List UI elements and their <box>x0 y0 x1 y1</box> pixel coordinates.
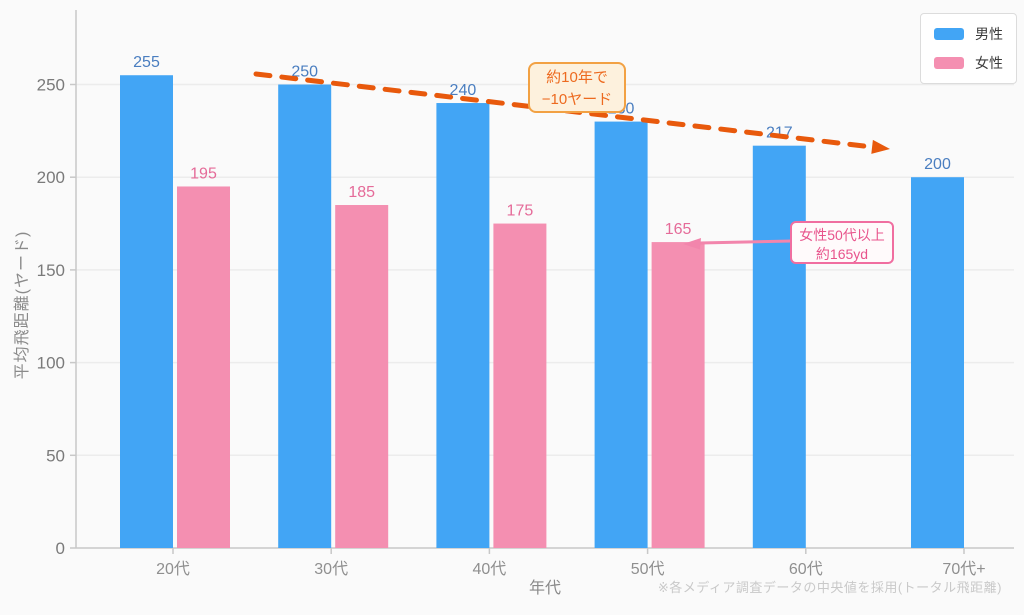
source-note: ※各メディア調査データの中央値を採用(トータル飛距離) <box>657 580 1002 595</box>
legend-item-male: 男性 <box>934 24 1003 44</box>
bar-男性-70代+ <box>911 177 964 548</box>
y-tick-label: 0 <box>56 539 65 558</box>
x-axis-title: 年代 <box>528 580 561 597</box>
female-note-line2: 約165yd <box>815 245 869 262</box>
x-tick-label: 30代 <box>314 560 348 578</box>
bar-女性-50代 <box>651 242 705 548</box>
note-arrowhead-icon <box>683 238 701 250</box>
bar-value-label-女性-40代: 175 <box>507 203 534 220</box>
bar-男性-30代 <box>278 84 332 548</box>
bar-value-label-女性-20代: 195 <box>190 165 217 182</box>
bar-value-label-男性-20代: 255 <box>133 54 160 71</box>
legend-item-female: 女性 <box>934 53 1003 73</box>
bar-value-label-女性-50代: 165 <box>665 221 692 238</box>
x-tick-label: 40代 <box>472 560 506 578</box>
male-series-swatch-icon <box>934 28 964 40</box>
bar-女性-40代 <box>493 223 547 549</box>
y-tick-label: 100 <box>37 354 65 373</box>
legend-item-label: 男性 <box>975 26 1003 42</box>
bar-value-label-男性-70代+: 200 <box>924 156 951 173</box>
bar-value-label-男性-40代: 240 <box>450 82 477 99</box>
trend-arrowhead-icon <box>871 139 890 154</box>
female-note-annotation: 女性50代以上 約165yd <box>790 221 894 264</box>
x-tick-label: 50代 <box>631 560 665 578</box>
female-series-swatch-icon <box>934 57 964 69</box>
y-tick-label: 250 <box>37 76 65 95</box>
trend-annotation-line1: 約10年で <box>546 69 608 86</box>
bar-男性-60代 <box>752 145 806 548</box>
x-tick-label: 70代+ <box>942 560 985 578</box>
legend-item-label: 女性 <box>975 55 1003 71</box>
bar-男性-20代 <box>120 75 173 548</box>
legend: 男性 女性 <box>920 13 1017 84</box>
y-axis-title: 平均飛距離(ヤード) <box>14 230 31 380</box>
note-connector-line <box>699 239 793 245</box>
bar-value-label-男性-60代: 217 <box>766 125 793 142</box>
y-tick-label: 150 <box>37 261 65 280</box>
trend-annotation: 約10年で −10ヤード <box>528 62 626 113</box>
x-tick-label: 20代 <box>156 560 190 578</box>
bar-女性-20代 <box>177 186 230 548</box>
x-tick-label: 60代 <box>789 560 823 578</box>
bar-value-label-男性-30代: 250 <box>291 64 318 81</box>
y-tick-label: 200 <box>37 168 65 187</box>
trend-annotation-line2: −10ヤード <box>541 90 613 108</box>
bar-男性-50代 <box>594 121 648 548</box>
bar-女性-30代 <box>335 205 389 548</box>
female-note-line1: 女性50代以上 <box>799 227 885 243</box>
bar-value-label-女性-30代: 185 <box>348 184 375 201</box>
y-tick-label: 50 <box>46 446 65 465</box>
bar-男性-40代 <box>436 103 490 548</box>
